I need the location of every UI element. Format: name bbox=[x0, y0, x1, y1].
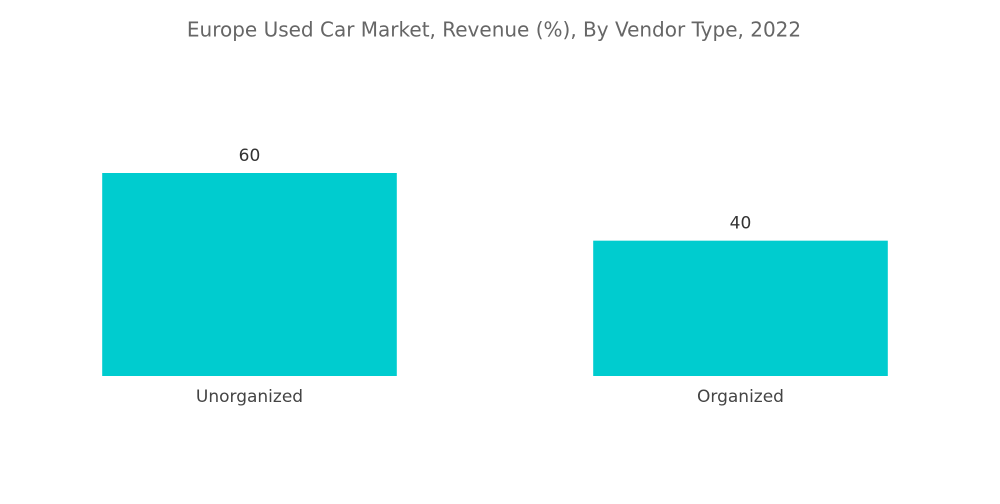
value-label: 60 bbox=[239, 146, 261, 166]
chart-title: Europe Used Car Market, Revenue (%), By … bbox=[187, 18, 801, 42]
bar bbox=[102, 173, 397, 376]
value-label: 40 bbox=[730, 214, 752, 234]
x-tick-label: Organized bbox=[697, 387, 784, 407]
bar bbox=[593, 240, 888, 376]
x-tick-label: Unorganized bbox=[196, 387, 303, 407]
